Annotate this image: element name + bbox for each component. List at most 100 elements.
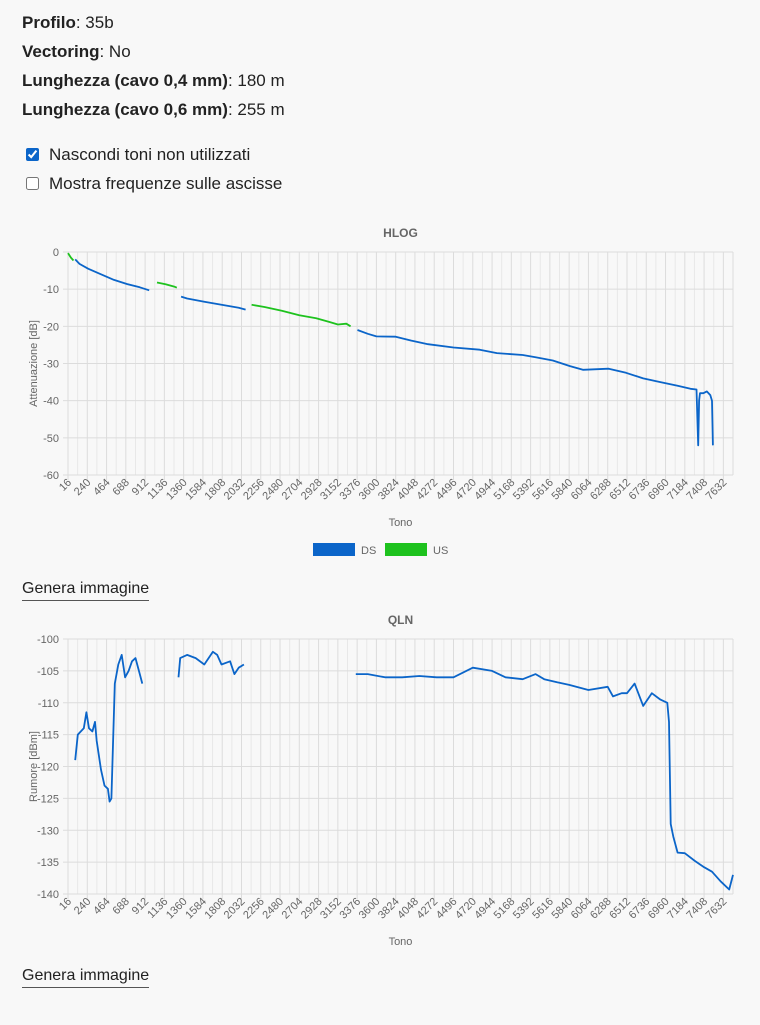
chart-1-x-tick-label: 7184 xyxy=(665,896,691,922)
chart-0-x-tick-label: 6064 xyxy=(569,477,595,503)
chart-1-x-tick-label: 3152 xyxy=(318,896,344,922)
chart-0-x-tick-label: 7184 xyxy=(665,477,691,503)
chart-0-y-tick-label: -10 xyxy=(43,284,59,296)
chart-1-x-tick-label: 1360 xyxy=(164,896,190,922)
generate-image-link-qln[interactable]: Genera immagine xyxy=(22,967,150,988)
chart-0-x-tick-label: 3376 xyxy=(337,477,363,503)
show-freq-checkbox[interactable] xyxy=(26,177,39,190)
chart-0-x-tick-label: 4048 xyxy=(395,477,421,503)
chart-1-x-tick-label: 688 xyxy=(110,896,131,917)
chart-1-x-tick-label: 4944 xyxy=(472,896,498,922)
info-vectoring: Vectoring: No xyxy=(22,42,131,61)
chart-1-y-tick-label: -125 xyxy=(37,793,59,805)
chart-0-series-us-line xyxy=(156,281,178,289)
chart-0-x-tick-label: 6512 xyxy=(607,477,633,503)
chart-0-legend-label-us: US xyxy=(433,545,448,557)
chart-1-x-tick-label: 3824 xyxy=(376,896,402,922)
chart-1-x-tick-label: 7408 xyxy=(684,896,710,922)
chart-1-x-tick-label: 2256 xyxy=(241,896,267,922)
chart-0-x-tick-label: 2928 xyxy=(299,477,325,503)
chart-1-x-tick-label: 240 xyxy=(72,896,93,917)
chart-0-x-tick-label: 6736 xyxy=(627,477,653,503)
chart-1-x-tick-label: 6064 xyxy=(569,896,595,922)
chart-0-x-tick-label: 7408 xyxy=(684,477,710,503)
chart-0-x-tick-label: 4720 xyxy=(453,477,479,503)
hide-unused-checkbox[interactable] xyxy=(26,148,39,161)
chart-0-x-tick-label: 1584 xyxy=(183,477,209,503)
chart-0-x-tick-label: 3600 xyxy=(357,477,383,503)
chart-0-y-tick-label: -50 xyxy=(43,433,59,445)
chart-0-series-us-line xyxy=(251,303,352,328)
chart-0-series-ds-line xyxy=(180,295,246,311)
chart-0-x-axis-title: Tono xyxy=(389,517,413,529)
chart-1-y-tick-label: -140 xyxy=(37,889,59,901)
chart-0-x-tick-label: 5840 xyxy=(549,477,575,503)
chart-0-x-tick-label: 2480 xyxy=(260,477,286,503)
chart-0-x-tick-label: 5168 xyxy=(492,477,518,503)
chart-1-x-tick-label: 1584 xyxy=(183,896,209,922)
chart-1-x-tick-label: 7632 xyxy=(704,896,730,922)
chart-1-series-0-line xyxy=(355,666,734,891)
chart-0-x-tick-label: 1360 xyxy=(164,477,190,503)
chart-0-y-tick-label: -60 xyxy=(43,470,59,482)
qln-chart: QLN1624046468891211361360158418082032225… xyxy=(28,613,734,948)
chart-0-x-tick-label: 2704 xyxy=(280,477,306,503)
chart-1-series-0-line xyxy=(74,654,144,803)
chart-1-y-tick-label: -110 xyxy=(38,698,59,710)
chart-1-x-tick-label: 16 xyxy=(57,896,74,913)
chart-0-title: HLOG xyxy=(383,226,418,240)
info-profile: Profilo: 35b xyxy=(22,13,114,32)
chart-1-x-tick-label: 3600 xyxy=(357,896,383,922)
chart-0-x-tick-label: 240 xyxy=(72,477,93,498)
chart-1-title: QLN xyxy=(388,613,413,627)
chart-1-x-tick-label: 1808 xyxy=(203,896,229,922)
chart-1-x-tick-label: 6960 xyxy=(646,896,672,922)
chart-0-x-tick-label: 1808 xyxy=(203,477,229,503)
show-freq-option[interactable]: Mostra frequenze sulle ascisse xyxy=(26,169,282,198)
chart-1-y-tick-label: -130 xyxy=(37,825,59,837)
chart-0-x-tick-label: 4272 xyxy=(415,477,441,503)
chart-0-x-tick-label: 16 xyxy=(57,477,74,494)
generate-image-link-hlog[interactable]: Genera immagine xyxy=(22,580,150,601)
chart-1-x-tick-label: 4496 xyxy=(434,896,460,922)
chart-1-y-tick-label: -100 xyxy=(37,634,59,646)
chart-0-x-tick-label: 688 xyxy=(110,477,131,498)
line-info: Profilo: 35b Vectoring: No Lunghezza (ca… xyxy=(22,8,285,124)
chart-0-x-tick-label: 2032 xyxy=(222,477,248,503)
chart-1-x-tick-label: 6736 xyxy=(627,896,653,922)
chart-1-x-tick-label: 5392 xyxy=(511,896,537,922)
chart-0-series-us-line xyxy=(67,252,75,262)
chart-1-x-tick-label: 6512 xyxy=(607,896,633,922)
chart-0-x-tick-label: 2256 xyxy=(241,477,267,503)
hlog-chart: HLOG162404646889121136136015841808203222… xyxy=(28,226,734,557)
chart-1-x-tick-label: 4048 xyxy=(395,896,421,922)
info-length-04: Lunghezza (cavo 0,4 mm): 180 m xyxy=(22,71,285,90)
chart-1-x-tick-label: 2704 xyxy=(280,896,306,922)
chart-1-y-tick-label: -105 xyxy=(37,666,59,678)
chart-0-x-tick-label: 7632 xyxy=(704,477,730,503)
info-length-06: Lunghezza (cavo 0,6 mm): 255 m xyxy=(22,100,285,119)
chart-0-y-tick-label: 0 xyxy=(53,247,59,259)
chart-0-legend-swatch-ds xyxy=(313,543,355,556)
hide-unused-label: Nascondi toni non utilizzati xyxy=(49,145,251,164)
chart-0-x-tick-label: 5616 xyxy=(530,477,556,503)
chart-1-x-tick-label: 4720 xyxy=(453,896,479,922)
chart-0-y-tick-label: -30 xyxy=(43,359,59,371)
chart-1-y-tick-label: -120 xyxy=(37,762,59,774)
chart-0-y-axis-title: Attenuazione [dB] xyxy=(28,320,40,407)
chart-1-series-0-line xyxy=(177,650,245,678)
chart-1-x-tick-label: 5840 xyxy=(549,896,575,922)
chart-1-x-tick-label: 6288 xyxy=(588,896,614,922)
chart-1-x-tick-label: 2032 xyxy=(222,896,248,922)
chart-0-x-tick-label: 6288 xyxy=(588,477,614,503)
chart-options: Nascondi toni non utilizzati Mostra freq… xyxy=(26,140,282,198)
hide-unused-option[interactable]: Nascondi toni non utilizzati xyxy=(26,140,282,169)
chart-1-y-axis-title: Rumore [dBm] xyxy=(28,731,40,802)
chart-0-x-tick-label: 6960 xyxy=(646,477,672,503)
chart-0-y-tick-label: -40 xyxy=(43,396,59,408)
chart-0-x-tick-label: 4944 xyxy=(472,477,498,503)
chart-1-x-tick-label: 5168 xyxy=(492,896,518,922)
chart-1-x-tick-label: 464 xyxy=(91,896,112,917)
chart-1-x-tick-label: 3376 xyxy=(337,896,363,922)
chart-1-x-tick-label: 5616 xyxy=(530,896,556,922)
